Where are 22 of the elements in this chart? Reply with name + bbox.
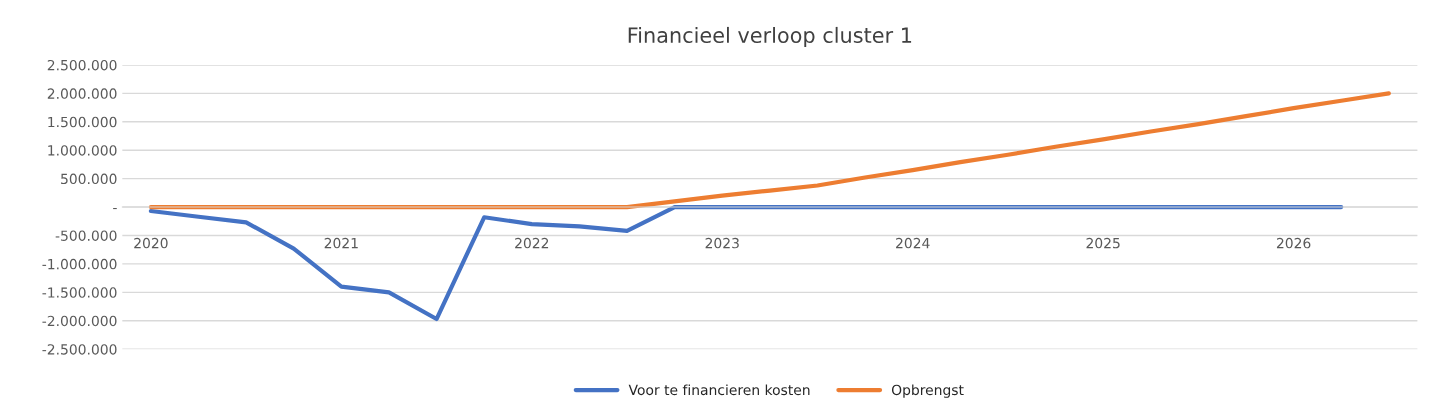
y-tick-label: 1.000.000 (48, 145, 117, 156)
x-tick-label: 2026 (1276, 237, 1311, 249)
y-tick-label: 2.500.000 (47, 59, 117, 71)
y-tick-label: -1.000.000 (42, 258, 117, 270)
x-tick-label: 2022 (515, 237, 549, 249)
y-tick-label: 1.500.000 (48, 116, 117, 128)
x-tick-label: 2023 (705, 237, 739, 249)
x-tick-label: 2021 (324, 237, 358, 249)
x-tick-label: 2024 (896, 237, 930, 249)
y-tick-label: 2.000.000 (47, 88, 117, 99)
legend-label: Voor te financieren kosten (628, 384, 810, 396)
y-tick-label: -500.000 (55, 230, 117, 241)
y-tick-label: 500.000 (61, 173, 117, 185)
y-tick-label: - (113, 207, 117, 210)
legend-label: Opbrengst (891, 384, 964, 398)
y-tick-label: -2.000.000 (42, 315, 117, 327)
line-series (148, 91, 1391, 210)
x-tick-label: 2025 (1086, 237, 1120, 249)
chart-title: Financieel verloop cluster 1 (628, 26, 912, 48)
y-tick-label: -2.500.000 (42, 344, 117, 355)
x-tick-label: 2020 (134, 237, 168, 249)
y-tick-label: -1.500.000 (42, 287, 117, 298)
